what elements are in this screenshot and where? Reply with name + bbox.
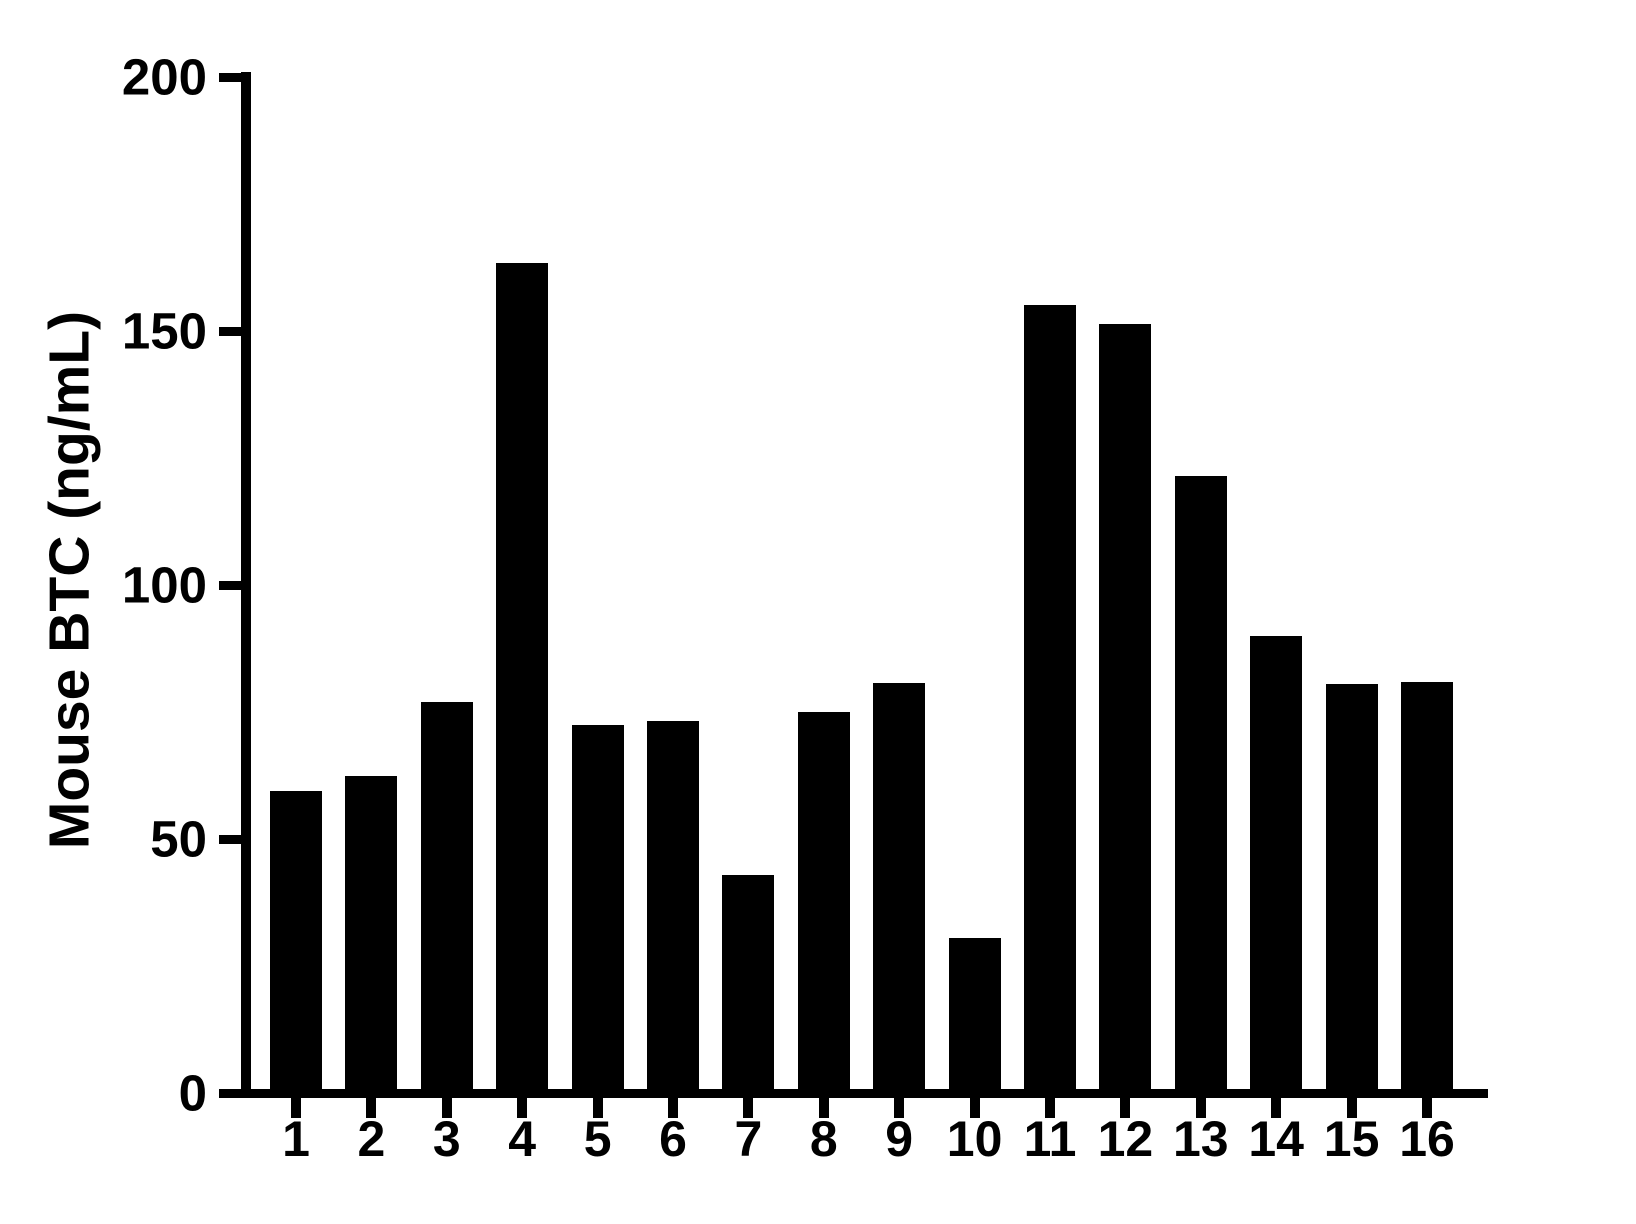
y-tick-200 <box>219 72 241 82</box>
x-tick-4 <box>517 1098 528 1118</box>
bar-1 <box>270 791 322 1093</box>
bar-9 <box>873 683 926 1093</box>
y-tick-0 <box>219 1088 241 1098</box>
x-tick-16 <box>1422 1098 1432 1118</box>
bar-11 <box>1024 305 1076 1093</box>
x-tick-label-9: 9 <box>885 1111 914 1167</box>
bar-2 <box>345 776 398 1093</box>
bar-8 <box>797 712 850 1093</box>
x-tick-label-15: 15 <box>1323 1111 1380 1167</box>
x-tick-label-3: 3 <box>432 1111 461 1167</box>
x-tick-label-10: 10 <box>946 1111 1003 1167</box>
x-tick-13 <box>1195 1098 1206 1118</box>
x-tick-label-2: 2 <box>357 1111 386 1167</box>
y-tick-50 <box>219 834 241 844</box>
y-tick-label-100: 100 <box>121 556 207 614</box>
x-tick-11 <box>1045 1098 1055 1118</box>
x-tick-2 <box>366 1098 377 1118</box>
bar-5 <box>571 725 624 1093</box>
y-tick-label-200: 200 <box>121 48 207 106</box>
bar-6 <box>647 721 699 1093</box>
x-tick-label-11: 11 <box>1023 1111 1077 1167</box>
x-tick-label-1: 1 <box>282 1111 310 1167</box>
y-tick-label-50: 50 <box>150 810 207 868</box>
y-tick-label-150: 150 <box>121 302 207 360</box>
bar-13 <box>1174 475 1227 1093</box>
bar-10 <box>948 938 1001 1093</box>
x-tick-label-5: 5 <box>583 1111 612 1167</box>
y-axis-line <box>241 72 251 1097</box>
bar-4 <box>496 262 549 1093</box>
bar-16 <box>1401 682 1453 1093</box>
bar-3 <box>420 701 473 1093</box>
x-tick-label-14: 14 <box>1248 1111 1304 1167</box>
x-axis-line <box>241 1089 1488 1098</box>
x-tick-label-8: 8 <box>809 1111 838 1167</box>
x-tick-8 <box>818 1098 829 1118</box>
x-tick-5 <box>592 1098 603 1118</box>
x-tick-9 <box>894 1098 905 1118</box>
bar-7 <box>722 875 775 1093</box>
x-tick-1 <box>291 1098 301 1118</box>
x-tick-3 <box>441 1098 452 1118</box>
bar-12 <box>1099 323 1152 1093</box>
x-tick-10 <box>969 1098 980 1118</box>
x-tick-label-16: 16 <box>1399 1111 1455 1167</box>
y-tick-label-0: 0 <box>178 1064 207 1122</box>
x-tick-14 <box>1271 1098 1282 1118</box>
x-tick-label-6: 6 <box>659 1111 687 1167</box>
x-tick-15 <box>1346 1098 1357 1118</box>
x-tick-label-4: 4 <box>508 1111 537 1167</box>
y-tick-150 <box>219 326 241 336</box>
x-tick-7 <box>743 1098 754 1118</box>
x-tick-label-7: 7 <box>734 1111 763 1167</box>
x-tick-label-13: 13 <box>1172 1111 1229 1167</box>
y-tick-100 <box>219 580 241 590</box>
x-tick-12 <box>1120 1098 1131 1118</box>
bar-15 <box>1325 684 1378 1093</box>
bar-14 <box>1250 635 1303 1093</box>
x-tick-6 <box>668 1098 678 1118</box>
x-tick-label-12: 12 <box>1097 1111 1154 1167</box>
